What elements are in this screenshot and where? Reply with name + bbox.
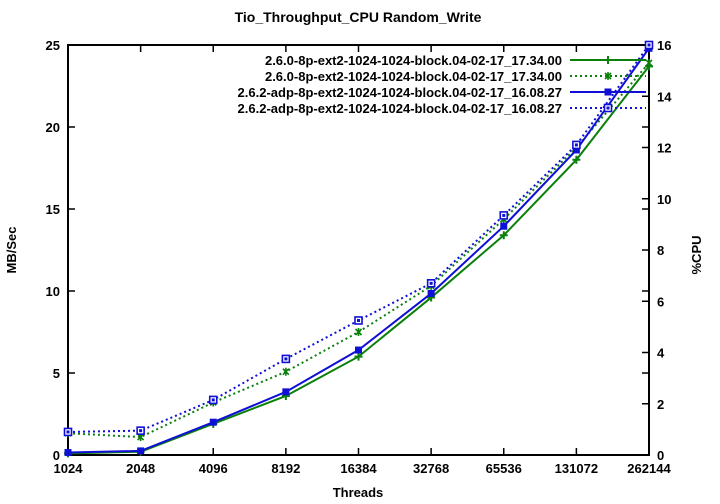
y-left-tick-label: 5 <box>53 366 60 381</box>
legend-label-series-0: 2.6.0-8p-ext2-1024-1024-block.04-02-17_1… <box>265 53 562 68</box>
series-marker-plus <box>604 56 612 64</box>
filled-square-marker-icon <box>209 418 217 426</box>
y-left-axis-label: MB/Sec <box>4 227 19 274</box>
y-left-tick-label: 0 <box>53 448 60 463</box>
series-marker-square-filled <box>427 289 435 297</box>
star-marker-icon <box>354 328 363 336</box>
series-marker-square-filled <box>355 346 362 354</box>
x-tick-label: 1024 <box>54 461 84 476</box>
series-marker-star <box>354 328 363 336</box>
open-square-center-dot <box>502 213 506 217</box>
filled-square-marker-icon <box>137 447 145 455</box>
chart-title: Tio_Throughput_CPU Random_Write <box>235 9 482 25</box>
series-marker-square-open <box>499 211 509 220</box>
open-square-center-dot <box>139 429 143 433</box>
star-marker-icon <box>604 72 612 80</box>
filled-square-marker-icon <box>604 88 612 96</box>
series-marker-square-filled <box>64 449 72 457</box>
x-tick-label: 262144 <box>627 461 671 476</box>
open-square-center-dot <box>357 318 360 322</box>
series-marker-square-open <box>426 279 436 288</box>
series-line-3 <box>67 44 650 433</box>
series-marker-star <box>645 58 653 67</box>
series-marker-square-open <box>603 103 613 113</box>
x-tick-label: 131072 <box>555 461 598 476</box>
series-marker-star <box>604 72 612 80</box>
plus-marker-icon <box>354 352 363 361</box>
y-right-tick-label: 12 <box>657 141 671 156</box>
filled-square-marker-icon <box>355 346 362 354</box>
y-left-tick-label: 10 <box>46 284 60 299</box>
y-left-tick-label: 25 <box>46 38 60 53</box>
y-right-tick-label: 0 <box>657 448 664 463</box>
series-marker-square-filled <box>604 88 612 96</box>
filled-square-marker-icon <box>500 222 508 230</box>
filled-square-marker-icon <box>427 289 435 297</box>
x-tick-label: 8192 <box>271 461 300 476</box>
series-line-0 <box>67 65 650 455</box>
y-right-axis-label: %CPU <box>689 235 704 274</box>
open-square-center-dot <box>211 398 215 402</box>
x-tick-label: 2048 <box>126 461 155 476</box>
series-marker-square-open <box>281 354 291 364</box>
y-right-tick-label: 2 <box>657 397 664 412</box>
series-marker-square-filled <box>572 146 580 154</box>
series-marker-square-open <box>136 426 145 435</box>
open-square-center-dot <box>66 430 70 434</box>
series-marker-square-filled <box>209 418 217 426</box>
filled-square-marker-icon <box>64 449 72 457</box>
series-marker-square-open <box>572 140 581 150</box>
plus-marker-icon <box>572 155 581 164</box>
series-marker-square-open <box>644 40 654 50</box>
y-left-tick-label: 15 <box>46 202 60 217</box>
series-marker-square-filled <box>500 222 508 230</box>
open-square-center-dot <box>429 281 433 285</box>
series-marker-square-filled <box>137 447 145 455</box>
open-square-center-dot <box>647 43 651 47</box>
series-line-1 <box>67 62 650 439</box>
open-square-center-dot <box>284 357 288 361</box>
y-right-tick-label: 16 <box>657 38 671 53</box>
legend-label-series-2: 2.6.2-adp-8p-ext2-1024-1024-block.04-02-… <box>238 85 562 100</box>
x-tick-label: 16384 <box>340 461 377 476</box>
x-tick-label: 32768 <box>413 461 449 476</box>
filled-square-marker-icon <box>282 388 290 396</box>
series-marker-star <box>282 367 290 376</box>
series-marker-square-open <box>354 316 363 325</box>
series-marker-plus <box>499 231 508 240</box>
y-right-tick-label: 6 <box>657 294 664 309</box>
y-right-tick-label: 4 <box>657 346 665 361</box>
series-marker-square-filled <box>282 388 290 396</box>
legend-label-series-1: 2.6.0-8p-ext2-1024-1024-block.04-02-17_1… <box>265 69 562 84</box>
x-tick-label: 4096 <box>199 461 228 476</box>
y-right-tick-label: 14 <box>657 89 672 104</box>
y-left-tick-label: 20 <box>46 120 60 135</box>
filled-square-marker-icon <box>572 146 580 154</box>
star-marker-icon <box>282 367 290 376</box>
plus-marker-icon <box>604 56 612 64</box>
y-right-tick-label: 8 <box>657 243 664 258</box>
x-axis-label: Threads <box>333 485 384 500</box>
y-right-tick-label: 10 <box>657 192 671 207</box>
series-marker-square-open <box>208 395 218 405</box>
open-square-center-dot <box>606 106 610 110</box>
legend-label-series-3: 2.6.2-adp-8p-ext2-1024-1024-block.04-02-… <box>238 101 562 116</box>
series-marker-plus <box>354 352 363 361</box>
series-marker-square-open <box>63 427 73 437</box>
x-tick-label: 65536 <box>486 461 522 476</box>
open-square-center-dot <box>574 143 578 147</box>
plot-area: 1024 2048 4096 8192 16384 32768 65536 131072 262… <box>46 38 673 476</box>
plus-marker-icon <box>499 231 508 240</box>
star-marker-icon <box>645 58 653 67</box>
series-marker-plus <box>572 155 581 164</box>
